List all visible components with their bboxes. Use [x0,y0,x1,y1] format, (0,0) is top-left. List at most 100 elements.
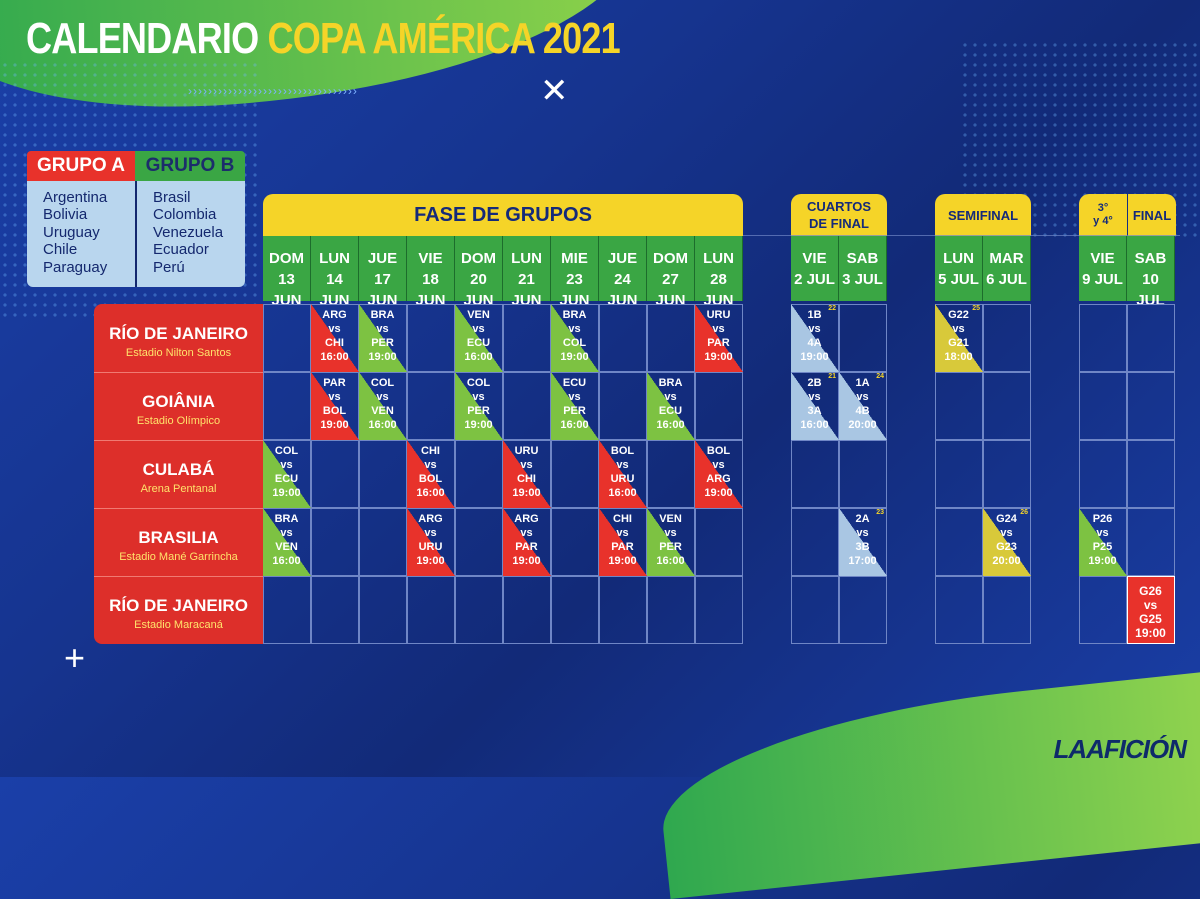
grid-cell [359,440,407,508]
grid-cell [647,576,695,644]
group-a-list: Argentina Bolivia Uruguay Chile Paraguay [43,189,107,276]
day-header: MIE 23 JUN [551,236,599,309]
away-team: COL [562,337,587,349]
groups-card: GRUPO A GRUPO B Argentina Bolivia Urugua… [27,151,245,287]
match-color-triangle [983,508,1031,576]
venue-row: RÍO DE JANEIRO Estadio Nilton Santos [94,304,263,372]
match-color-triangle [263,440,311,508]
venue-row: CULABÁ Arena Pentanal [94,440,263,508]
day-name: MIE [561,250,588,267]
match-cell: ARG vs URU 19:00 [407,508,455,576]
groups-body: Argentina Bolivia Uruguay Chile Paraguay… [27,181,245,287]
vs-label: vs [1000,527,1013,539]
home-team: 2B [807,377,822,389]
vs-label: vs [1096,527,1109,539]
away-team: P25 [1092,541,1113,553]
grid-cell [455,440,503,508]
match-cell: BRA vs VEN 16:00 [263,508,311,576]
day-header: VIE 18 JUN [407,236,455,309]
vs-label: vs [424,527,437,539]
match-number: 21 [828,373,836,380]
venue-row: BRASILIA Estadio Mané Garrincha [94,508,263,576]
match-color-triangle [311,304,359,372]
x-icon: ✕ [540,72,569,110]
home-team: URU [706,309,731,321]
team: Chile [43,241,78,259]
grid-cell [455,576,503,644]
grid-cell [311,440,359,508]
match-cell: G22 vs G21 18:00 25 [935,304,983,372]
match-text: ARG vs CHI 16:00 [311,308,358,364]
match-color-triangle [647,372,695,440]
match-color-triangle [263,508,311,576]
match-time: 16:00 [656,555,685,567]
match-cell: CHI vs PAR 19:00 [599,508,647,576]
venue-stadium: Estadio Mané Garrincha [119,551,238,563]
day-date: 3 JUL [842,271,883,288]
grid-cell [935,372,983,440]
day-header: JUE 24 JUN [599,236,647,309]
grid-cell [935,508,983,576]
match-text: VEN vs ECU 16:00 [455,308,502,364]
away-team: G23 [996,541,1017,553]
match-time: 20:00 [992,555,1021,567]
venue-city: GOIÂNIA [142,392,215,411]
grid-cell [551,576,599,644]
match-text: G26 vs G25 19:00 [1127,584,1174,640]
home-team: BRA [274,513,299,525]
grid-cell [359,508,407,576]
match-cell: BRA vs PER 19:00 [359,304,407,372]
grid-cell [1079,372,1127,440]
match-text: BRA vs VEN 16:00 [263,512,310,568]
away-team: 3A [807,405,822,417]
home-team: 1B [807,309,822,321]
day-header: VIE 2 JUL [791,236,839,301]
away-team: URU [418,541,443,553]
team: Uruguay [43,223,100,241]
match-number: 25 [972,305,980,312]
match-cell: G24 vs G23 20:00 26 [983,508,1031,576]
match-color-triangle [1079,508,1127,576]
away-team: PER [563,405,586,417]
logo-aficion: AFICIÓN [1086,734,1187,764]
phase-final-tab: FINAL [1128,194,1176,236]
match-text: VEN vs PER 16:00 [647,512,694,568]
venue-divider [94,508,263,509]
home-team: COL [370,377,395,389]
day-name: MAR [989,250,1024,267]
third-line2: y 4° [1093,215,1113,227]
match-cell: P26 vs P25 19:00 [1079,508,1127,576]
match-color-triangle [503,440,551,508]
match-text: P26 vs P25 19:00 [1079,512,1126,568]
away-team: URU [610,473,635,485]
grid-cell [551,440,599,508]
vs-label: vs [472,391,485,403]
match-text: G22 vs G21 18:00 [935,308,982,364]
vs-label: vs [424,459,437,471]
match-color-triangle [359,372,407,440]
match-time: 19:00 [416,555,445,567]
match-time: 19:00 [1135,626,1166,640]
grid-cell [647,304,695,372]
away-team: ECU [466,337,491,349]
match-cell: VEN vs ECU 16:00 [455,304,503,372]
grid-cell [407,372,455,440]
home-team: ECU [562,377,587,389]
phase-third-tab: 3° y 4° [1079,194,1127,236]
away-team: BOL [418,473,443,485]
grid-cell [503,304,551,372]
day-name: VIE [802,250,827,267]
vs-label: vs [664,391,677,403]
match-time: 19:00 [560,351,589,363]
match-text: PAR vs BOL 19:00 [311,376,358,432]
vs-label: vs [616,459,629,471]
grid-cell [311,508,359,576]
grid-cell [599,372,647,440]
team: Bolivia [43,206,88,224]
grid-cell [503,576,551,644]
vs-label: vs [1143,598,1158,612]
bottom-green-wave [652,665,1200,899]
match-time: 19:00 [704,351,733,363]
day-name: VIE [418,250,443,267]
match-time: 17:00 [848,555,877,567]
